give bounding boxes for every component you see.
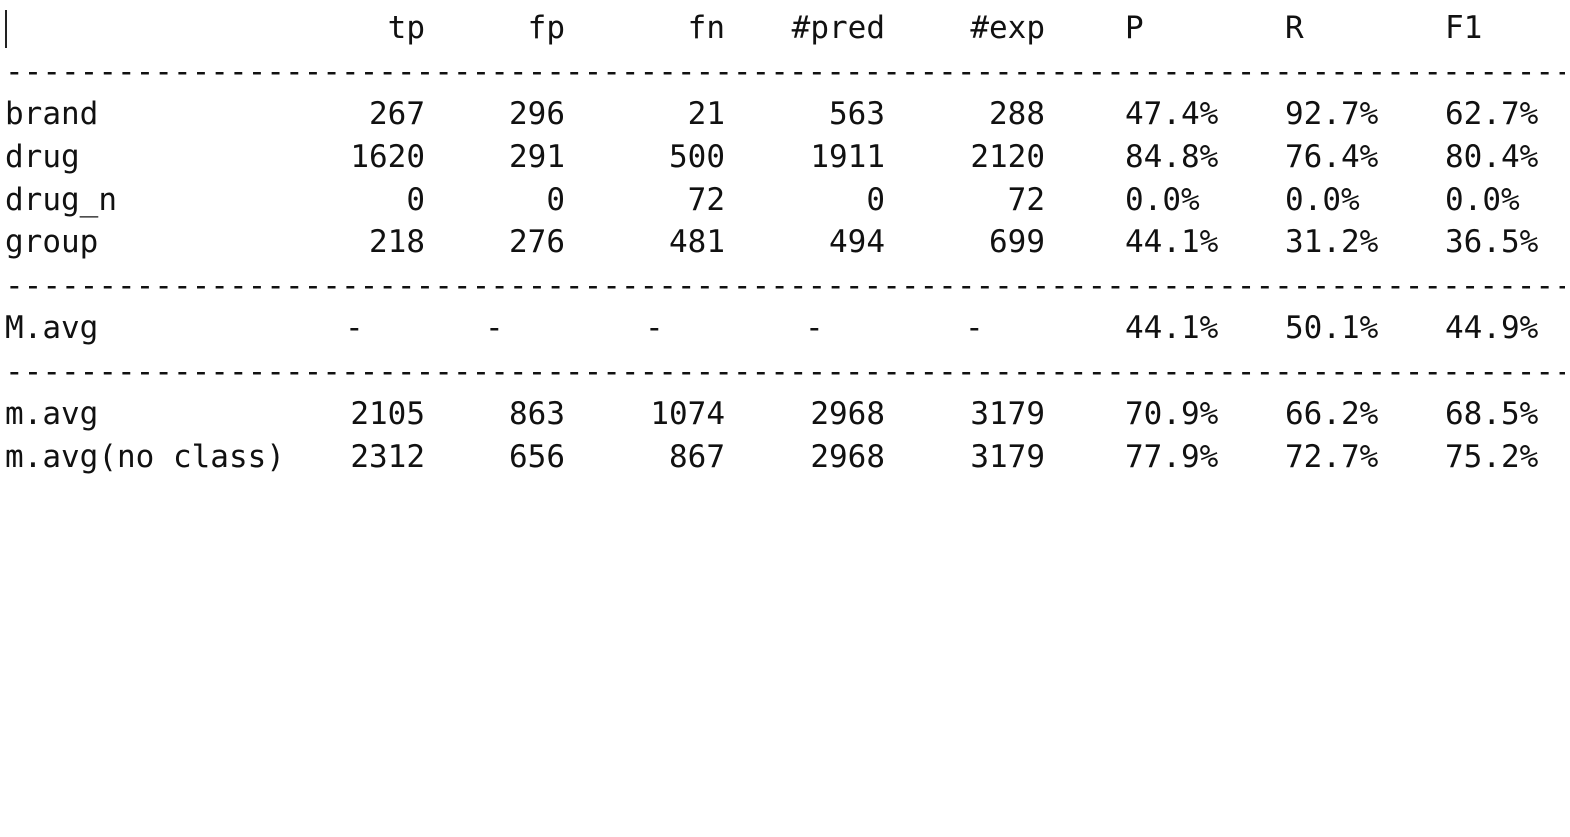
table-row: drug_n 0 0 72 0 72 0.0% 0.0% 0.0% [0, 180, 1570, 220]
separator-line: ----------------------------------------… [5, 268, 1565, 304]
cell-f1: 0.0% [1445, 182, 1520, 218]
cell-fp: - [485, 310, 504, 346]
row-label: m.avg [5, 396, 99, 432]
micro-avg-row: m.avg(no class) 2312 656 867 2968 3179 7… [0, 437, 1570, 477]
row-label: M.avg [5, 310, 99, 346]
cell-tp: 2312 [350, 439, 425, 475]
micro-avg-row: m.avg 2105 863 1074 2968 3179 70.9% 66.2… [0, 394, 1570, 434]
cell-fn: - [645, 310, 664, 346]
header-recall: R [1285, 10, 1304, 46]
cell-recall: 76.4% [1285, 139, 1379, 175]
cell-exp: 3179 [970, 396, 1045, 432]
cell-recall: 50.1% [1285, 310, 1379, 346]
cell-exp: 2120 [970, 139, 1045, 175]
cell-f1: 62.7% [1445, 96, 1539, 132]
cell-exp: 699 [989, 224, 1045, 260]
cell-recall: 31.2% [1285, 224, 1379, 260]
cell-fn: 481 [669, 224, 725, 260]
cell-pred: 2968 [810, 396, 885, 432]
header-f1: F1 [1445, 10, 1483, 46]
header-fn: fn [687, 10, 725, 46]
cell-precision: 0.0% [1125, 182, 1200, 218]
cell-exp: 3179 [970, 439, 1045, 475]
cell-fp: 656 [509, 439, 565, 475]
cell-precision: 44.1% [1125, 310, 1219, 346]
cell-pred: 2968 [810, 439, 885, 475]
cell-fn: 500 [669, 139, 725, 175]
table-row: brand 267 296 21 563 288 47.4% 92.7% 62.… [0, 94, 1570, 134]
cell-fn: 1074 [650, 396, 725, 432]
header-pred: #pred [791, 10, 885, 46]
cell-f1: 68.5% [1445, 396, 1539, 432]
cell-precision: 47.4% [1125, 96, 1219, 132]
cell-f1: 75.2% [1445, 439, 1539, 475]
row-label: drug_n [5, 182, 117, 218]
cell-tp: 1620 [350, 139, 425, 175]
cell-precision: 44.1% [1125, 224, 1219, 260]
cell-fp: 0 [546, 182, 565, 218]
cell-fn: 867 [669, 439, 725, 475]
cell-pred: 0 [866, 182, 885, 218]
table-row: drug 1620 291 500 1911 2120 84.8% 76.4% … [0, 137, 1570, 177]
cell-precision: 84.8% [1125, 139, 1219, 175]
cell-exp: 288 [989, 96, 1045, 132]
macro-avg-row: M.avg - - - - - 44.1% 50.1% 44.9% [0, 308, 1570, 348]
separator-line: ----------------------------------------… [5, 54, 1565, 90]
header-exp: #exp [970, 10, 1045, 46]
row-label: group [5, 224, 99, 260]
cell-f1: 80.4% [1445, 139, 1539, 175]
cell-fp: 291 [509, 139, 565, 175]
cell-exp: - [965, 310, 984, 346]
cell-exp: 72 [1007, 182, 1045, 218]
cell-fp: 296 [509, 96, 565, 132]
header-fp: fp [527, 10, 565, 46]
cell-f1: 36.5% [1445, 224, 1539, 260]
header-tp: tp [387, 10, 425, 46]
cell-precision: 77.9% [1125, 439, 1219, 475]
cell-recall: 92.7% [1285, 96, 1379, 132]
cell-recall: 66.2% [1285, 396, 1379, 432]
cell-tp: 267 [369, 96, 425, 132]
cell-tp: 2105 [350, 396, 425, 432]
cell-f1: 44.9% [1445, 310, 1539, 346]
cell-pred: 1911 [810, 139, 885, 175]
text-cursor [5, 10, 7, 48]
cell-tp: 218 [369, 224, 425, 260]
cell-precision: 70.9% [1125, 396, 1219, 432]
row-label: m.avg(no class) [5, 439, 285, 475]
cell-pred: - [805, 310, 824, 346]
cell-fp: 276 [509, 224, 565, 260]
cell-fn: 72 [687, 182, 725, 218]
cell-tp: - [345, 310, 364, 346]
cell-fn: 21 [687, 96, 725, 132]
header-precision: P [1125, 10, 1144, 46]
cell-pred: 563 [829, 96, 885, 132]
header-row: tp fp fn #pred #exp P R F1 [0, 8, 1570, 48]
cell-tp: 0 [406, 182, 425, 218]
row-label: brand [5, 96, 99, 132]
cell-fp: 863 [509, 396, 565, 432]
separator-line: ----------------------------------------… [5, 354, 1565, 390]
cell-pred: 494 [829, 224, 885, 260]
table-row: group 218 276 481 494 699 44.1% 31.2% 36… [0, 222, 1570, 262]
cell-recall: 0.0% [1285, 182, 1360, 218]
cell-recall: 72.7% [1285, 439, 1379, 475]
row-label: drug [5, 139, 80, 175]
